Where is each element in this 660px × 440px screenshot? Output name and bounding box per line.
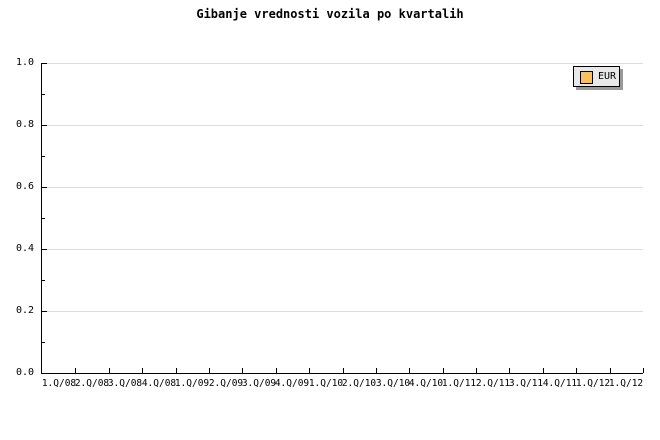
legend-swatch-eur [580,71,593,84]
x-tick-label: 3.Q/11 [508,378,544,389]
y-tick-label: 1.0 [15,57,34,68]
x-tick-label: 2.Q/10 [341,378,377,389]
x-axis-tick [610,368,611,373]
y-gridline [42,249,643,250]
x-axis-tick [309,368,310,373]
y-gridline [42,311,643,312]
y-minor-tick [42,218,45,219]
x-axis-tick [209,368,210,373]
x-axis-tick [509,368,510,373]
x-tick-label: 3.Q/10 [375,378,411,389]
x-axis-tick [476,368,477,373]
x-axis-tick [409,368,410,373]
x-tick-label: 1.Q/12 [575,378,611,389]
legend-box: EUR [573,66,620,87]
y-gridline [42,125,643,126]
y-minor-tick [42,280,45,281]
x-axis-tick [543,368,544,373]
y-tick-label: 0.0 [15,367,34,378]
y-major-tick [42,125,47,126]
x-tick-label: 3.Q/08 [107,378,143,389]
y-tick-label: 0.8 [15,119,34,130]
y-tick-label: 0.2 [15,305,34,316]
y-minor-tick [42,342,45,343]
x-axis-tick [109,368,110,373]
x-tick-label: 4.Q/09 [274,378,310,389]
legend-label-eur: EUR [598,71,617,82]
y-gridline [42,187,643,188]
y-tick-label: 0.6 [15,181,34,192]
x-tick-label: 1.Q/11 [441,378,477,389]
chart-title: Gibanje vrednosti vozila po kvartalih [196,7,464,21]
x-axis-tick [75,368,76,373]
x-axis-tick [376,368,377,373]
x-tick-label: 2.Q/09 [208,378,244,389]
y-major-tick [42,311,47,312]
x-tick-label: 1.Q/08 [41,378,77,389]
y-major-tick [42,249,47,250]
x-tick-label: 2.Q/11 [475,378,511,389]
x-axis-tick [242,368,243,373]
x-axis-tick [142,368,143,373]
y-minor-tick [42,94,45,95]
y-tick-label: 0.4 [15,243,34,254]
y-major-tick [42,63,47,64]
x-tick-label: 3.Q/09 [241,378,277,389]
x-axis-tick [343,368,344,373]
x-tick-label: 4.Q/10 [408,378,444,389]
x-axis-tick [443,368,444,373]
x-axis-tick [576,368,577,373]
y-minor-tick [42,156,45,157]
plot-area: 0.0 0.2 0.4 0.6 0.8 1.0 1.Q/08 2.Q/08 3.Q/08 4.Q/… [16,57,644,389]
x-tick-label: 4.Q/08 [141,378,177,389]
x-axis-tick [643,368,644,373]
x-tick-label: 2.Q/08 [74,378,110,389]
x-tick-label: 1.Q/12 [608,378,644,389]
y-gridline [42,63,643,64]
y-major-tick [42,373,47,374]
x-tick-label: 1.Q/10 [308,378,344,389]
x-tick-label: 1.Q/09 [174,378,210,389]
x-tick-label: 4.Q/11 [542,378,578,389]
x-axis-tick [176,368,177,373]
y-major-tick [42,187,47,188]
x-axis-tick [276,368,277,373]
